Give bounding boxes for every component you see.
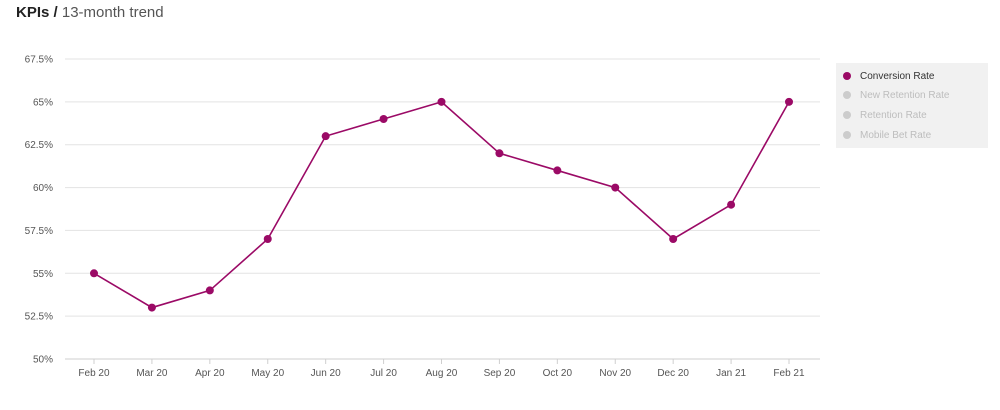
y-tick-label: 60%	[33, 183, 53, 194]
y-tick-label: 67.5%	[25, 55, 53, 66]
legend-item-new-retention-rate[interactable]: New Retention Rate	[843, 87, 950, 103]
x-tick-label: Dec 20	[657, 368, 689, 379]
legend-dot-icon	[843, 131, 851, 139]
legend-dot-icon	[843, 72, 851, 80]
data-point	[379, 115, 388, 123]
x-tick-label: Jun 20	[311, 368, 341, 379]
data-point	[553, 166, 562, 175]
data-point	[495, 149, 504, 158]
data-point	[90, 269, 98, 278]
y-tick-label: 55%	[33, 269, 53, 280]
x-tick-label: Feb 21	[773, 368, 805, 379]
data-point	[321, 132, 330, 141]
x-tick-label: Nov 20	[599, 368, 631, 379]
data-point	[727, 200, 736, 209]
data-point	[263, 235, 272, 243]
chart-header: KPIs / 13-month trend	[16, 4, 164, 21]
x-tick-label: Apr 20	[195, 368, 225, 379]
legend-dot-icon	[843, 111, 851, 119]
legend-item-retention-rate[interactable]: Retention Rate	[843, 107, 927, 123]
x-tick-label: Oct 20	[543, 368, 573, 379]
data-point	[205, 286, 214, 295]
y-tick-label: 65%	[33, 97, 53, 108]
y-tick-label: 57.5%	[25, 226, 53, 237]
legend-label: Mobile Bet Rate	[860, 129, 932, 141]
x-tick-label: Jul 20	[370, 368, 397, 379]
x-tick-label: Aug 20	[426, 368, 458, 379]
x-tick-label: Feb 20	[78, 368, 110, 379]
x-tick-label: May 20	[251, 368, 284, 379]
data-point	[669, 235, 678, 243]
header-separator: /	[49, 4, 62, 21]
data-point	[785, 97, 793, 106]
legend-item-mobile-bet-rate[interactable]: Mobile Bet Rate	[843, 127, 931, 143]
y-tick-label: 50%	[33, 355, 53, 366]
legend-dot-icon	[843, 91, 851, 99]
y-tick-label: 52.5%	[25, 312, 53, 323]
y-tick-label: 62.5%	[25, 140, 53, 151]
line-chart: 50% 52.5% 55% 57.5% 60% 62.5% 65% 67.5% Feb 20 Ma…	[25, 55, 820, 379]
x-tick-label: Jan 21	[716, 368, 746, 379]
series-line-conversion-rate	[93, 100, 790, 309]
legend-label: New Retention Rate	[860, 89, 950, 101]
data-point	[147, 303, 156, 312]
header-title: KPIs	[16, 4, 50, 21]
legend-label: Conversion Rate	[860, 70, 935, 82]
x-tick-label: Sep 20	[484, 368, 516, 379]
legend-label: Retention Rate	[860, 109, 927, 121]
legend-item-conversion-rate[interactable]: Conversion Rate	[843, 68, 934, 84]
data-point	[611, 183, 620, 192]
x-tick-label: Mar 20	[136, 368, 168, 379]
header-subtitle: 13-month trend	[61, 4, 164, 21]
chart-legend: Conversion Rate New Retention Rate Reten…	[836, 63, 988, 148]
data-point	[437, 97, 446, 106]
